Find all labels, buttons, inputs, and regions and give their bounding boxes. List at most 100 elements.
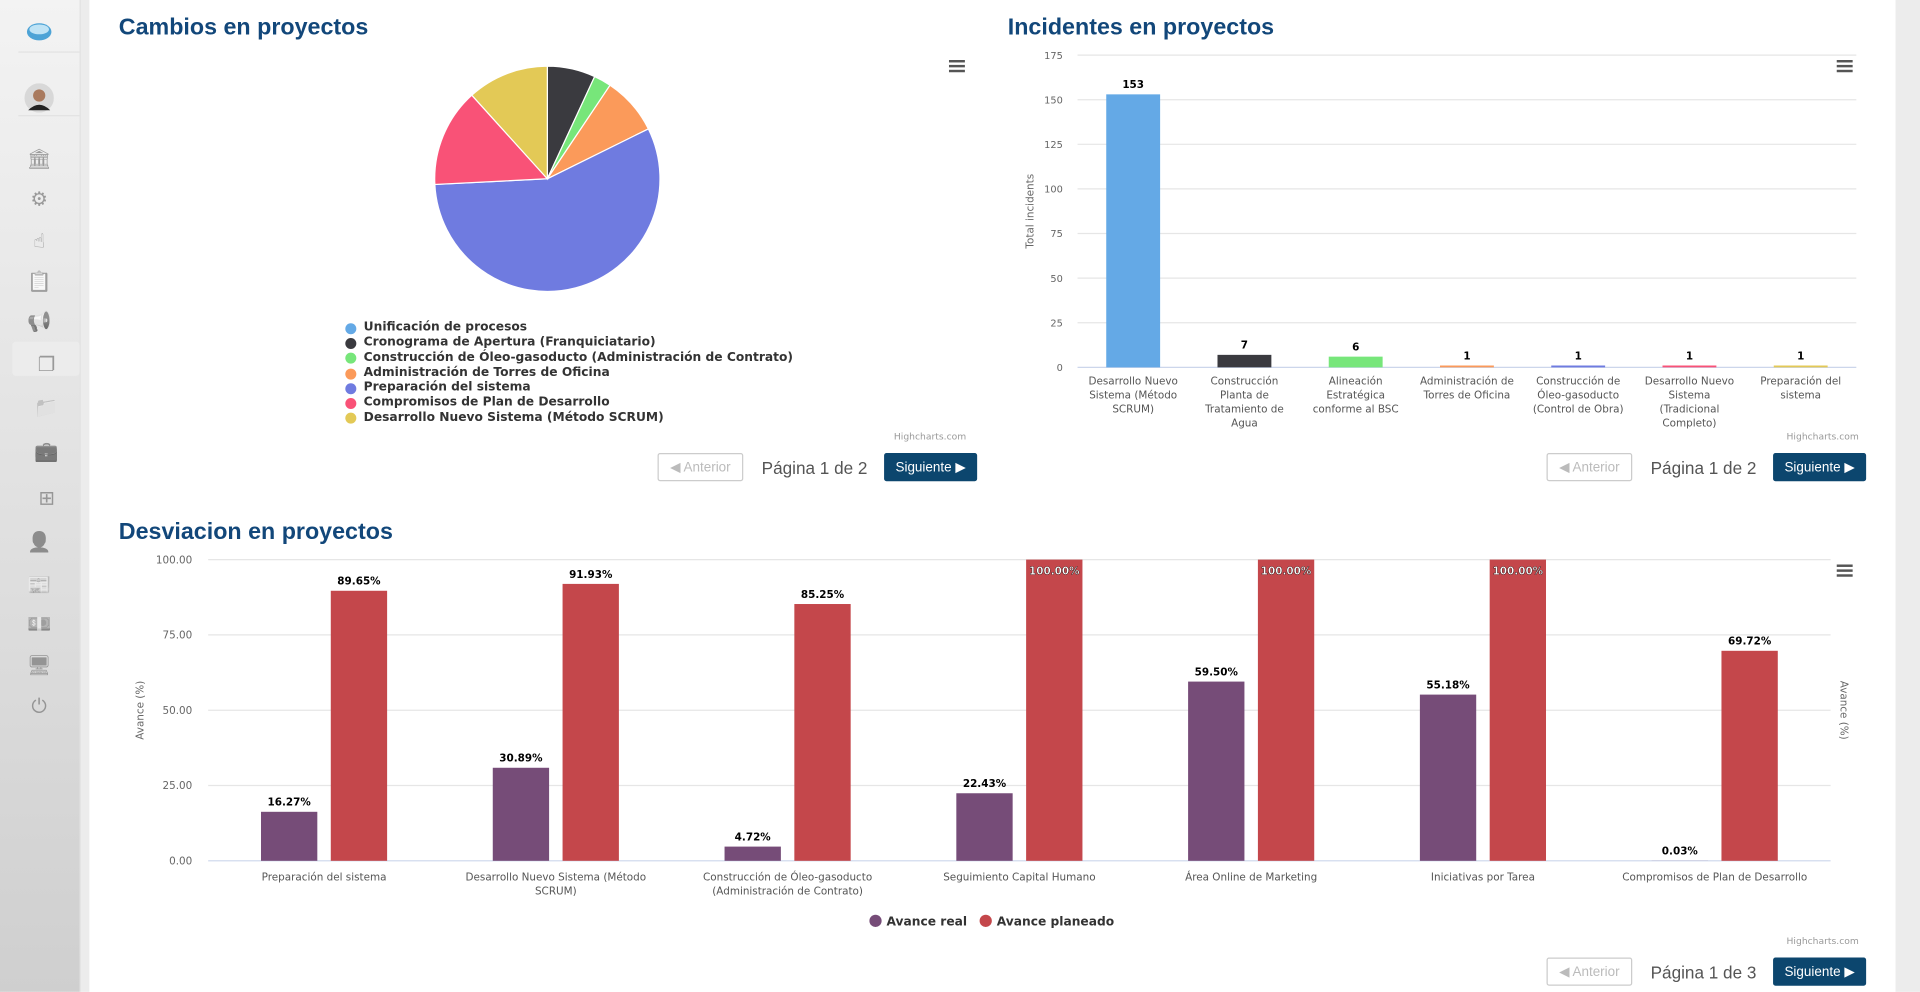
y-tick-label: 75 (1050, 229, 1062, 240)
data-label: 100.00% (1493, 565, 1544, 577)
x-tick-label: Administración de Torres de Oficina (1420, 375, 1514, 401)
legend-item[interactable]: Construcción de Óleo-gasoducto (Administ… (345, 351, 793, 366)
pie-slice[interactable] (434, 128, 661, 293)
desviacion-menu-icon[interactable] (1836, 564, 1853, 577)
bar[interactable] (1106, 94, 1161, 368)
bar[interactable] (562, 583, 619, 861)
x-tick-label: Construcción de Óleo-gasoducto (Control de… (1533, 375, 1624, 415)
folder-icon[interactable]: 📁 (34, 394, 59, 419)
bar[interactable] (1328, 356, 1383, 368)
cambios-next-button[interactable]: Siguiente ▶ (884, 453, 978, 482)
y-tick-label: 125 (1044, 140, 1063, 151)
power-icon[interactable]: ⏻ (31, 694, 47, 718)
pie-slice[interactable] (434, 94, 549, 186)
bar[interactable] (724, 846, 781, 861)
bank-icon[interactable]: 🏛 (26, 146, 52, 170)
bar[interactable] (956, 793, 1013, 861)
data-label: 89.65% (337, 576, 381, 588)
legend-marker (345, 383, 357, 395)
legend-item[interactable]: Cronograma de Apertura (Franquiciatario) (345, 336, 793, 351)
bar[interactable] (492, 767, 550, 861)
clipboard-icon[interactable]: 📋 (26, 268, 52, 293)
bar[interactable] (1489, 559, 1547, 861)
bar[interactable] (1026, 559, 1083, 861)
incidentes-title: Incidentes en proyectos (1007, 14, 1275, 41)
bar[interactable] (1551, 365, 1606, 368)
legend-label: Construcción de Óleo-gasoducto (Administ… (363, 350, 794, 365)
desviacion-next-button[interactable]: Siguiente ▶ (1773, 957, 1867, 986)
bar[interactable] (1217, 354, 1272, 368)
desviacion-bar-chart: 0.00 25.00 50.00 75.00 100.00 Avance (%) Avanc… (134, 554, 1849, 929)
grid-icon[interactable]: ⊞ (38, 485, 55, 509)
data-label: 0.03% (1662, 846, 1699, 858)
x-tick-label: Desarrollo Nuevo Sistema (Método SCRUM) (466, 871, 647, 897)
legend-label: Preparación del sistema (363, 381, 531, 395)
legend-item[interactable]: Avance real (869, 914, 967, 929)
money-icon[interactable]: 💵 (26, 611, 52, 635)
bar[interactable] (1773, 365, 1828, 368)
cambios-menu-icon[interactable] (948, 60, 965, 73)
cambios-pie-chart (434, 65, 661, 293)
y-tick-label: 175 (1044, 51, 1063, 62)
y-tick-label: 150 (1044, 95, 1063, 106)
credits-link[interactable]: Highcharts.com (1786, 935, 1859, 947)
y-tick-label: 0.00 (169, 855, 192, 867)
briefcase-icon[interactable]: 💼 (34, 438, 59, 463)
legend-item[interactable]: Unificación de procesos (345, 321, 793, 336)
credits-link[interactable]: Highcharts.com (893, 431, 967, 443)
data-label: 59.50% (1195, 666, 1239, 678)
pie-slice[interactable] (470, 65, 548, 181)
megaphone-icon[interactable]: 📢 (26, 309, 52, 333)
cambios-prev-button[interactable]: ◀ Anterior (657, 453, 744, 482)
touch-icon[interactable]: ☝ (33, 228, 46, 252)
bar[interactable] (1419, 694, 1477, 861)
data-label: 7 (1241, 340, 1248, 352)
data-label: 85.25% (801, 589, 845, 601)
bar[interactable] (1188, 681, 1245, 861)
credits-link[interactable]: Highcharts.com (1786, 431, 1859, 443)
sidebar-active-bg (12, 341, 80, 376)
monitor-icon[interactable]: 🖥 (26, 653, 52, 677)
legend-marker (869, 914, 882, 927)
legend-item[interactable]: Desarrollo Nuevo Sistema (Método SCRUM) (345, 411, 793, 426)
legend-item[interactable]: Avance planeado (979, 914, 1115, 929)
user-icon[interactable]: 👤 (26, 529, 52, 553)
x-tick-label: Construcción Planta de Tratamiento de Agua (1204, 375, 1284, 429)
bar[interactable] (1440, 365, 1494, 368)
incidentes-menu-icon[interactable] (1836, 60, 1853, 73)
data-label: 1 (1797, 350, 1804, 362)
x-tick-label: Construcción de Óleo-gasoducto (Administr… (703, 870, 872, 897)
legend-label: Cronograma de Apertura (Franquiciatario) (363, 335, 656, 350)
cambios-legend: Unificación de procesos Cronograma de Ape… (345, 321, 793, 426)
gear-icon[interactable]: ⚙ (30, 186, 48, 211)
bar[interactable] (794, 604, 851, 861)
data-label: 16.27% (268, 797, 312, 809)
x-tick-label: Preparación del sistema (1760, 375, 1841, 401)
divider (18, 115, 80, 117)
bar[interactable] (1257, 559, 1315, 861)
bar[interactable] (1721, 650, 1778, 861)
bar[interactable] (330, 590, 388, 861)
x-tick-label: Alineación Estratégica conforme al BSC (1313, 375, 1399, 415)
desviacion-prev-button[interactable]: ◀ Anterior (1546, 957, 1633, 986)
data-label: 30.89% (499, 753, 543, 765)
copy-icon[interactable]: ❐ (37, 352, 56, 376)
x-tick-label: Área Online de Marketing (1185, 870, 1317, 883)
newspaper-icon[interactable]: 📰 (26, 572, 52, 596)
x-tick-label: Desarrollo Nuevo Sistema (Tradicional Compl… (1645, 375, 1734, 429)
legend-marker (345, 322, 357, 334)
legend-item[interactable]: Preparación del sistema (345, 381, 793, 396)
app-logo[interactable] (22, 17, 56, 46)
avatar[interactable] (24, 83, 54, 113)
x-tick-label: Desarrollo Nuevo Sistema (Método SCRUM) (1088, 375, 1177, 415)
bar[interactable] (260, 811, 318, 861)
legend-item[interactable]: Administración de Torres de Oficina (345, 366, 793, 381)
y-tick-label: 100 (1044, 185, 1063, 196)
data-label: 22.43% (963, 778, 1007, 790)
incidentes-next-button[interactable]: Siguiente ▶ (1773, 453, 1867, 482)
bar[interactable] (1662, 365, 1717, 368)
legend-item[interactable]: Compromisos de Plan de Desarrollo (345, 396, 793, 411)
x-tick-label: Compromisos de Plan de Desarrollo (1622, 871, 1807, 883)
y-axis-title: Total incidents (1024, 174, 1036, 250)
incidentes-prev-button[interactable]: ◀ Anterior (1546, 453, 1633, 482)
